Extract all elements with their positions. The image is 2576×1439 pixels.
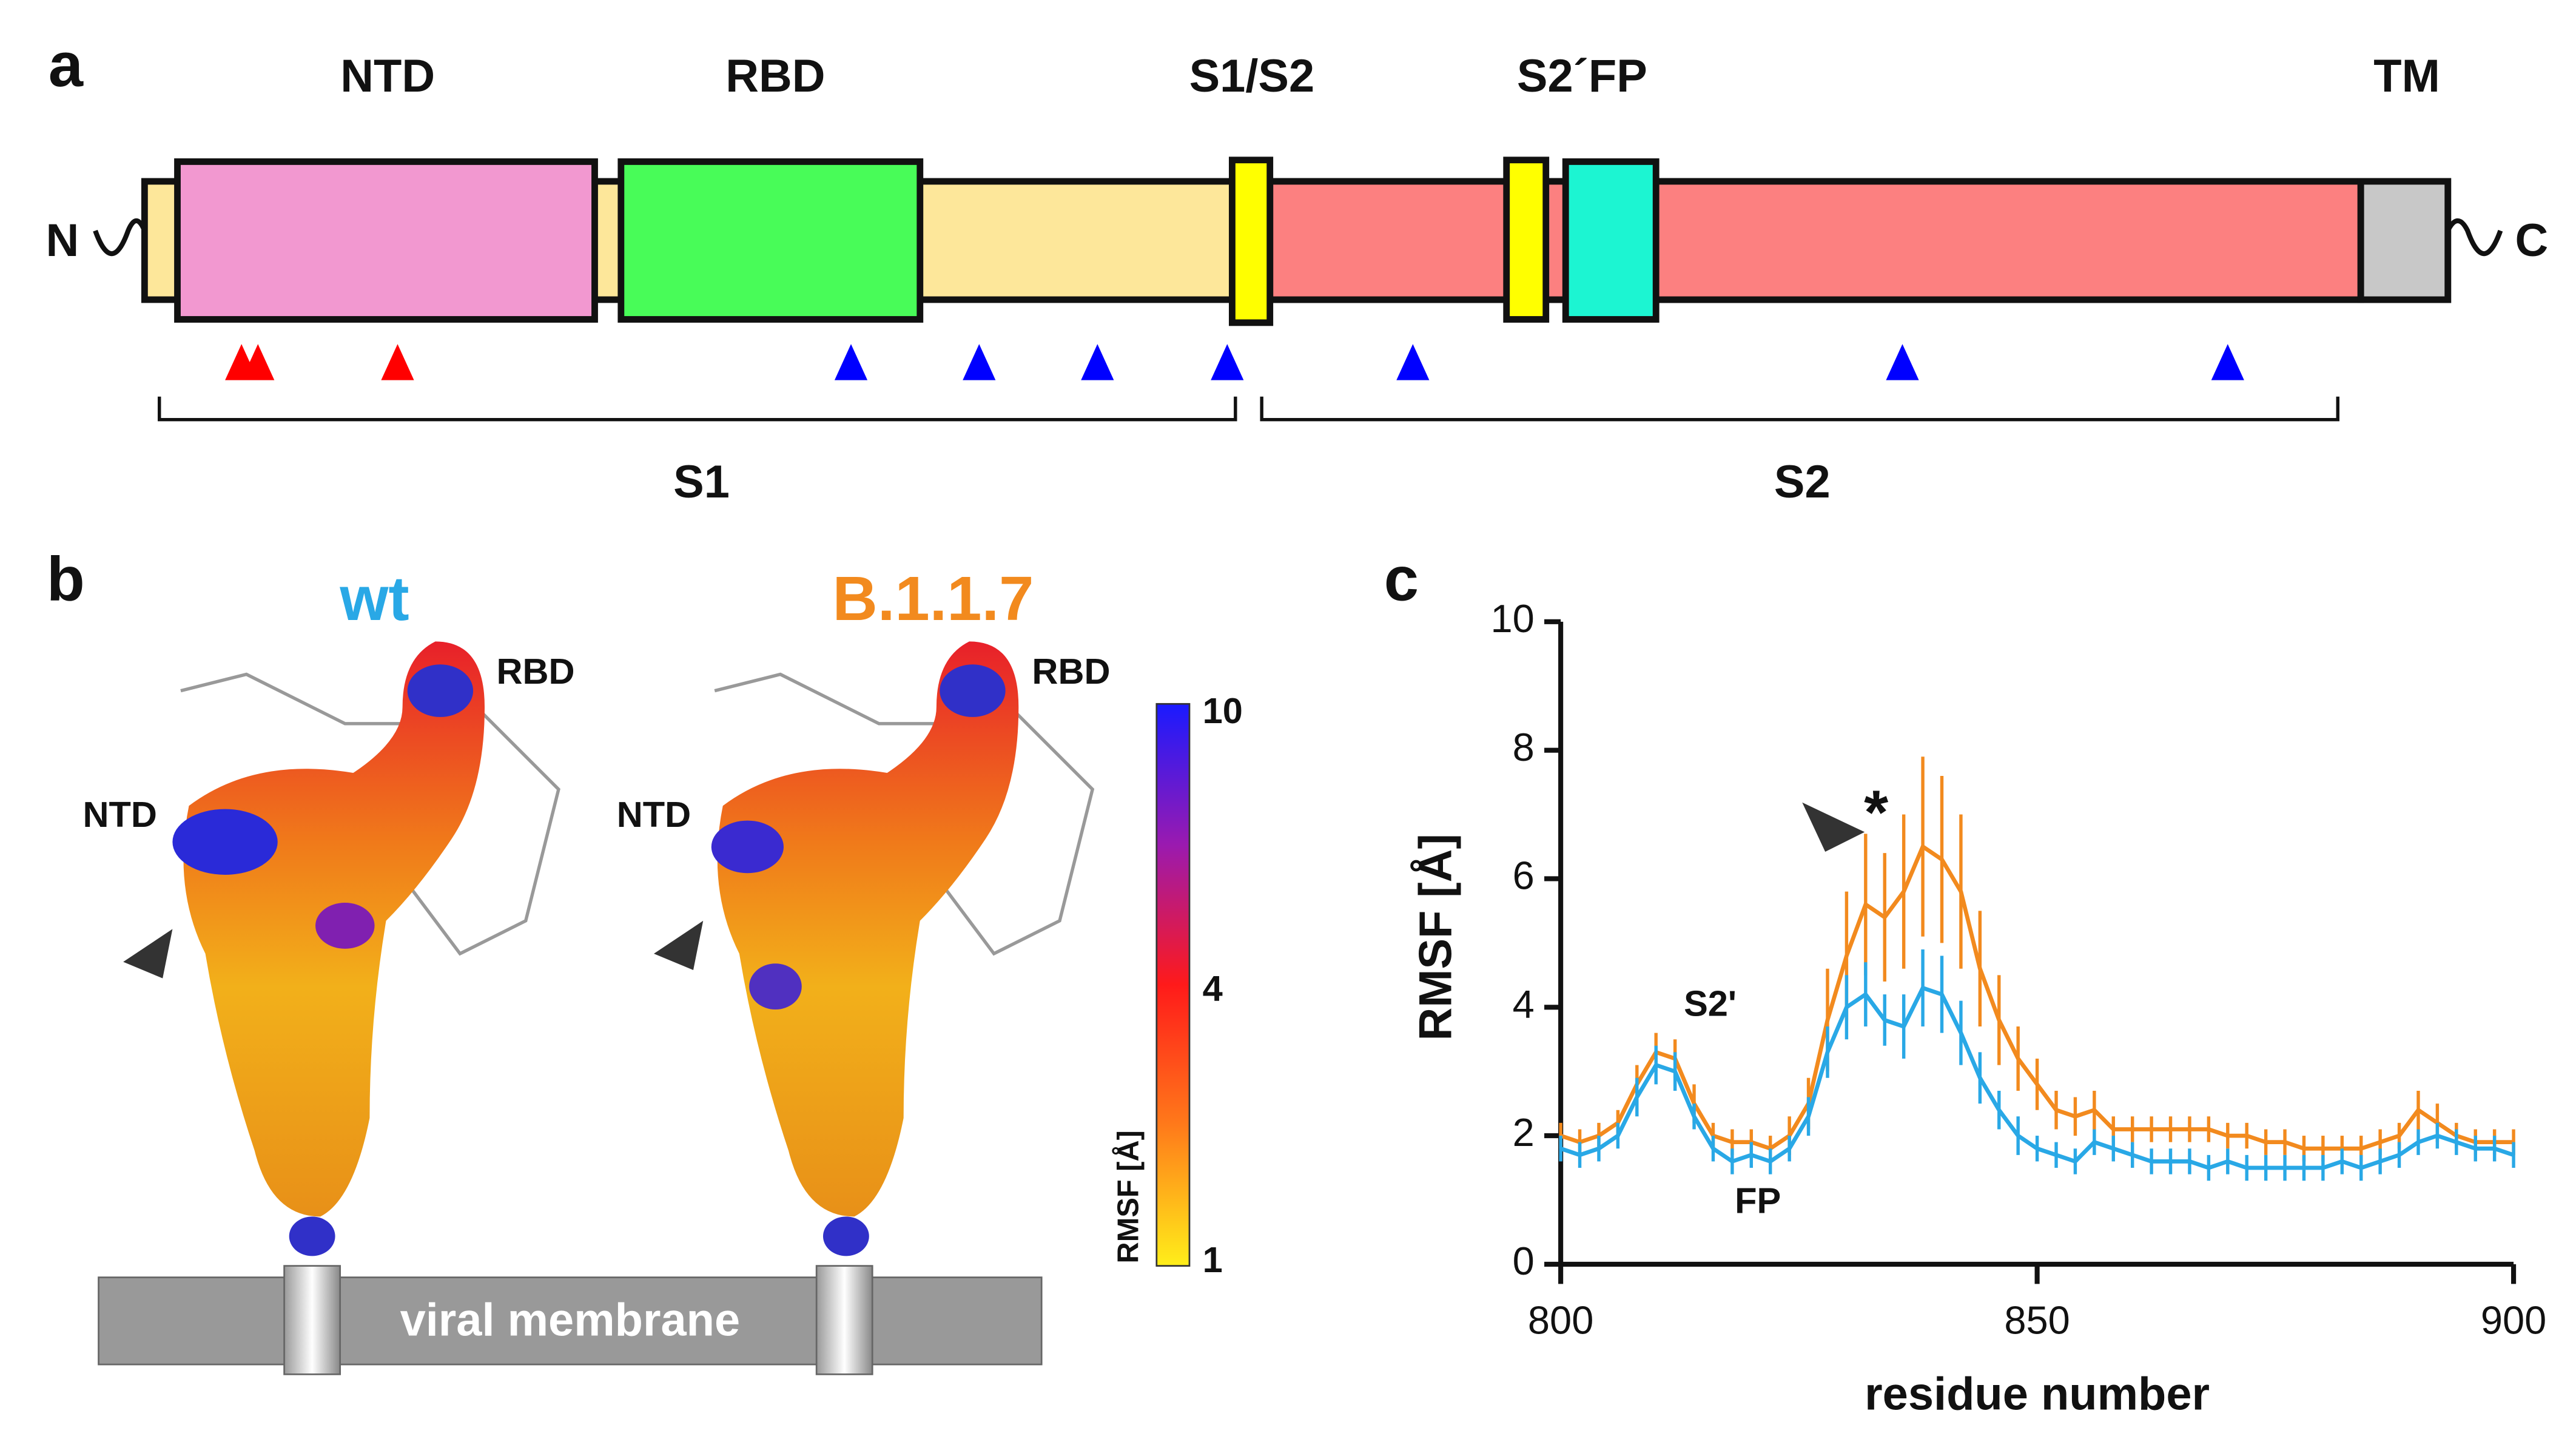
subunit-label: S2 [1774, 456, 1831, 508]
colorbar: 10 4 1 RMSF [Å] [1112, 690, 1243, 1280]
arrowhead [123, 929, 173, 979]
rbd-patch [407, 664, 474, 717]
annotation: S2' [1684, 983, 1737, 1023]
region-label: RBD [1032, 651, 1110, 692]
c-tail [2446, 218, 2503, 257]
patch [315, 903, 375, 949]
c-terminus: C [2515, 215, 2548, 266]
fp-domain [1562, 158, 1660, 323]
membrane-label: viral membrane [400, 1294, 741, 1346]
ntd-domain [174, 158, 598, 323]
domain-label: NTD [340, 50, 435, 102]
rbd-domain [617, 158, 924, 323]
x-tick-label: 800 [1528, 1298, 1593, 1343]
annotation: * [1864, 777, 1888, 847]
x-tick-label: 900 [2481, 1298, 2546, 1343]
patch [749, 963, 802, 1010]
tm-domain [2357, 178, 2452, 303]
y-axis-label: RMSF [Å] [1410, 834, 1462, 1040]
structure-wt: wt RBD NTD [82, 564, 575, 1375]
stem-patch [289, 1216, 335, 1256]
colorbar-label: RMSF [Å] [1112, 1130, 1145, 1263]
series-line [1560, 985, 2515, 1170]
membrane [98, 1276, 1043, 1366]
panel-label: b [47, 544, 85, 614]
panel-label: c [1384, 544, 1419, 614]
s2prime-site [1503, 157, 1550, 323]
substitution-marker [834, 344, 2244, 380]
y-tick-label: 2 [1513, 1110, 1535, 1154]
structure-title: wt [339, 564, 409, 633]
annotation: FP [1735, 1180, 1781, 1221]
n-tail [93, 218, 147, 257]
n-terminus: N [46, 215, 79, 266]
subunit-label: S1 [673, 456, 730, 508]
s1s2-site [1228, 157, 1274, 326]
structure-b117: B.1.1.7 RBD NTD [617, 564, 1111, 1375]
series-line [1560, 843, 2514, 1151]
region-label: RBD [496, 651, 574, 692]
ntd-patch [711, 820, 784, 874]
y-tick-label: 10 [1490, 596, 1534, 641]
colorbar-tick: 1 [1203, 1239, 1223, 1280]
surface [717, 641, 1019, 1217]
y-tick-label: 4 [1513, 982, 1535, 1026]
panel-c: c RMSF [Å] residue number S2' FP * [1384, 544, 2210, 1420]
stem-patch [822, 1216, 869, 1256]
s2-region [1266, 178, 2364, 303]
colorbar-tick: 4 [1203, 968, 1223, 1009]
panel-label: a [49, 30, 84, 99]
deletion-marker [225, 344, 414, 380]
tm-pillar [815, 1265, 873, 1375]
arrowhead [1802, 802, 1865, 852]
domain-label: TM [2373, 50, 2440, 102]
x-axis-label: residue number [1865, 1368, 2210, 1420]
y-tick-label: 0 [1513, 1239, 1535, 1283]
y-tick-label: 8 [1513, 725, 1535, 769]
structure-title: B.1.1.7 [833, 564, 1034, 633]
colorbar-scale [1155, 703, 1191, 1267]
region-label: NTD [617, 794, 691, 835]
subunit-bracket [158, 396, 2339, 422]
colorbar-tick: 10 [1203, 690, 1243, 731]
domain-label: S2´FP [1517, 50, 1647, 102]
rbd-patch [940, 664, 1006, 717]
arrowhead [654, 920, 704, 971]
domain-label: RBD [725, 50, 825, 102]
tm-pillar [283, 1265, 341, 1375]
ntd-patch [172, 809, 278, 875]
mutation-markers [225, 344, 2244, 380]
domain-label: S1/S2 [1189, 50, 1315, 102]
region-label: NTD [82, 794, 156, 835]
panel-b: b viral membrane wt RBD NTD B.1.1.7 [47, 544, 1243, 1375]
y-tick-label: 6 [1513, 854, 1535, 898]
panel-a: a N C NTD RBD S1/S2 S2´FP TM S1 S2 [46, 30, 2549, 508]
x-tick-label: 850 [2004, 1298, 2070, 1343]
